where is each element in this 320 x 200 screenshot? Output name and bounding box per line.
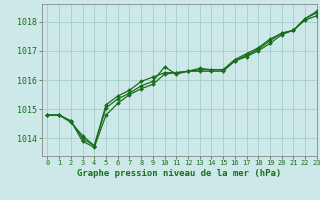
X-axis label: Graphe pression niveau de la mer (hPa): Graphe pression niveau de la mer (hPa) bbox=[77, 169, 281, 178]
